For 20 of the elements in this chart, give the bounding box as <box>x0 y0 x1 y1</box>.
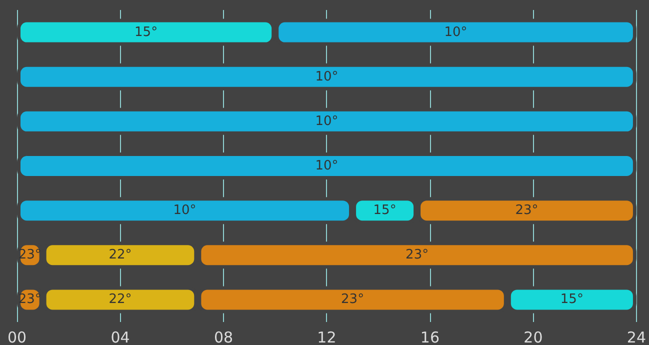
annotation: 10° <box>173 203 196 218</box>
annotation: 23° <box>515 203 538 218</box>
annotation: 10° <box>315 69 338 84</box>
annotation: 22° <box>108 292 132 308</box>
x-tick-label: 16 <box>420 328 440 345</box>
x-tick-label: 12 <box>317 328 336 345</box>
annotation: 23° <box>406 248 429 263</box>
x-tick-label: 00 <box>7 328 27 345</box>
annotation: 15° <box>373 203 396 218</box>
annotation: 10° <box>315 158 338 174</box>
x-tick-label: 20 <box>524 328 543 345</box>
annotation: 10° <box>315 114 338 129</box>
annotation: 10° <box>444 24 468 40</box>
x-tick-label: 04 <box>110 328 130 345</box>
annotation: 15° <box>134 24 158 40</box>
annotation: 23° <box>341 292 364 308</box>
annotation: 15° <box>560 292 584 308</box>
x-tick-label: 08 <box>214 328 234 345</box>
annotation: 22° <box>108 248 132 263</box>
x-tick-label: 24 <box>626 328 646 345</box>
